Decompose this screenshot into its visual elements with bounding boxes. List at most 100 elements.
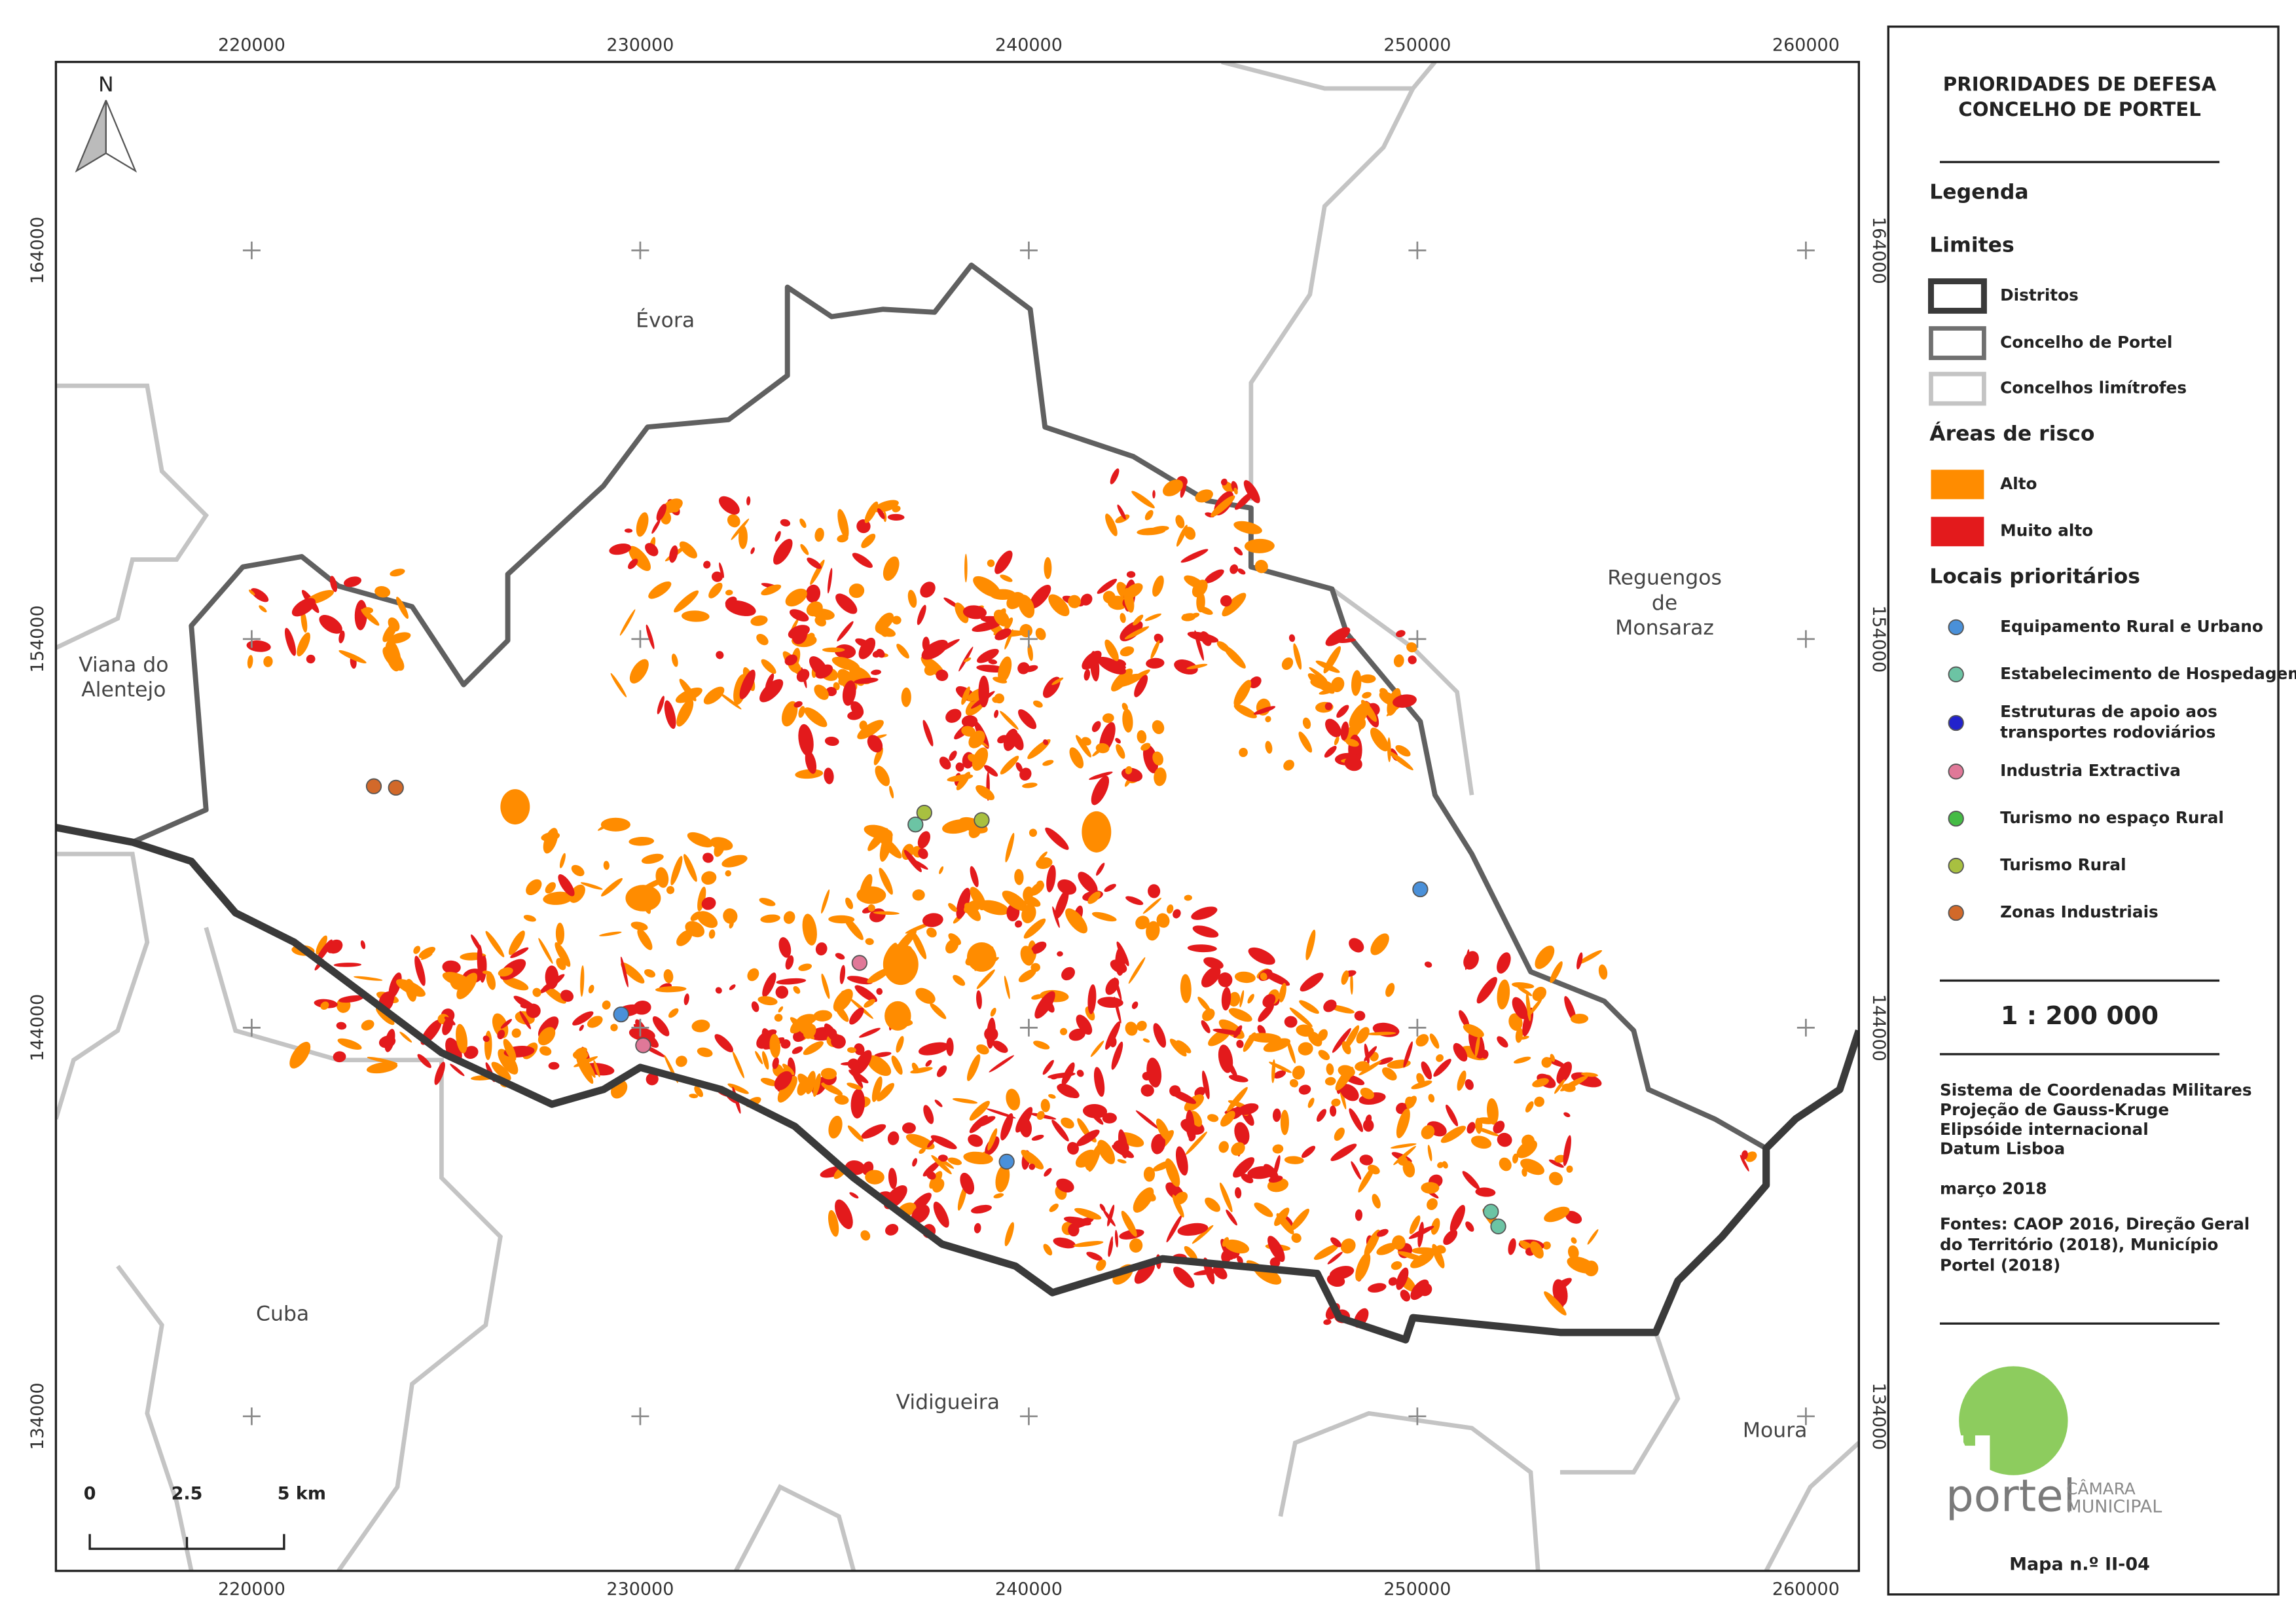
risk-patch — [1433, 1058, 1451, 1077]
risk-patch — [970, 691, 995, 709]
risk-patch — [788, 625, 810, 639]
risk-patch — [1570, 1014, 1589, 1024]
risk-patch — [532, 987, 541, 997]
y-tick-label: 154000 — [27, 605, 48, 673]
risk-patch — [1203, 957, 1224, 969]
risk-patch — [1446, 1104, 1459, 1126]
risk-patch — [576, 1056, 594, 1084]
risk-patch — [1432, 1244, 1445, 1268]
risk-patch — [602, 1000, 611, 1010]
risk-patch — [500, 789, 530, 825]
risk-patch — [813, 1010, 833, 1022]
risk-patch — [1284, 1016, 1298, 1028]
risk-patch — [962, 605, 987, 619]
priority-location — [635, 1037, 651, 1054]
risk-patch — [988, 659, 998, 665]
risk-patch — [971, 1204, 992, 1214]
risk-patch — [727, 1083, 749, 1094]
priority-location — [388, 779, 404, 796]
risk-patch — [994, 550, 1013, 574]
risk-patch — [952, 1098, 978, 1104]
risk-patch — [1131, 490, 1155, 509]
risk-patch — [1280, 1109, 1289, 1135]
risk-patch — [434, 1061, 445, 1085]
date: março 2018 — [1940, 1179, 2047, 1198]
risk-patch — [1315, 660, 1340, 673]
risk-patch — [879, 868, 893, 895]
risk-patch — [1057, 879, 1077, 895]
logo-name: portel — [1946, 1469, 2075, 1521]
risk-patch — [1566, 1165, 1573, 1173]
risk-patch — [1185, 1132, 1207, 1155]
risk-patch — [1048, 594, 1070, 617]
risk-patch — [1293, 643, 1302, 670]
risk-patch — [1173, 909, 1181, 919]
risk-patch — [814, 527, 824, 542]
risk-patch — [1258, 1004, 1274, 1022]
risk-patch — [1091, 721, 1101, 732]
risk-patch — [1408, 655, 1417, 665]
risk-patch — [526, 879, 542, 896]
risk-patch — [701, 896, 716, 910]
risk-patch — [1419, 1283, 1432, 1297]
risk-patch — [774, 530, 781, 542]
risk-patch — [571, 864, 585, 877]
risk-patch — [1237, 1103, 1259, 1115]
risk-patch — [938, 1154, 948, 1162]
risk-patch — [918, 1042, 949, 1056]
risk-patch — [1330, 1105, 1337, 1117]
swatch-location — [1948, 764, 1964, 780]
risk-patch — [338, 650, 367, 664]
place-name: Vidigueira — [896, 1391, 1000, 1414]
risk-patch — [1095, 1259, 1106, 1271]
risk-patch — [896, 1036, 904, 1053]
risk-patch — [923, 1105, 934, 1124]
risk-patch — [1376, 1243, 1397, 1255]
risk-patch — [1110, 959, 1127, 974]
risk-patch — [1173, 1266, 1195, 1288]
risk-patch — [871, 669, 881, 675]
risk-patch — [1114, 996, 1121, 1024]
risk-patch — [1021, 1149, 1044, 1170]
risk-patch — [1308, 1031, 1322, 1047]
risk-patch — [1076, 1014, 1093, 1035]
risk-patch — [1000, 736, 1009, 743]
risk-patch — [1046, 864, 1056, 893]
risk-patch — [1576, 950, 1603, 965]
risk-patch — [715, 987, 722, 994]
risk-patch — [1003, 728, 1018, 751]
note: Datum Lisboa — [1940, 1139, 2065, 1158]
risk-patch — [1410, 1252, 1434, 1268]
risk-patch — [798, 963, 812, 971]
risk-patch — [498, 967, 513, 977]
risk-patch — [1331, 676, 1345, 693]
risk-patch — [1154, 633, 1164, 644]
risk-patch — [593, 1060, 600, 1077]
risk-patch — [867, 904, 875, 912]
risk-patch — [1174, 659, 1198, 675]
risk-patch — [845, 897, 854, 910]
risk-patch — [1125, 766, 1133, 775]
legend-label: transportes rodoviários — [2000, 723, 2215, 742]
risk-patch — [1243, 1032, 1256, 1052]
risk-patch — [450, 1063, 465, 1077]
risk-patch — [1057, 951, 1063, 957]
risk-patch — [907, 589, 917, 608]
risk-patch — [668, 1008, 679, 1018]
risk-patch — [1073, 1241, 1104, 1247]
risk-patch — [1192, 1225, 1214, 1244]
risk-patch — [1228, 991, 1241, 1007]
risk-patch — [676, 1056, 687, 1067]
risk-patch — [1436, 1054, 1444, 1062]
risk-patch — [867, 828, 888, 851]
risk-patch — [976, 990, 982, 1010]
risk-patch — [1018, 709, 1037, 729]
place-name: Alentejo — [81, 678, 166, 702]
risk-patch — [671, 654, 678, 667]
risk-patch — [543, 986, 566, 1004]
risk-patch — [827, 568, 833, 594]
place-name: Évora — [636, 307, 695, 332]
risk-patch — [1387, 737, 1391, 762]
risk-patch — [1358, 1165, 1376, 1193]
risk-patch — [780, 519, 791, 526]
